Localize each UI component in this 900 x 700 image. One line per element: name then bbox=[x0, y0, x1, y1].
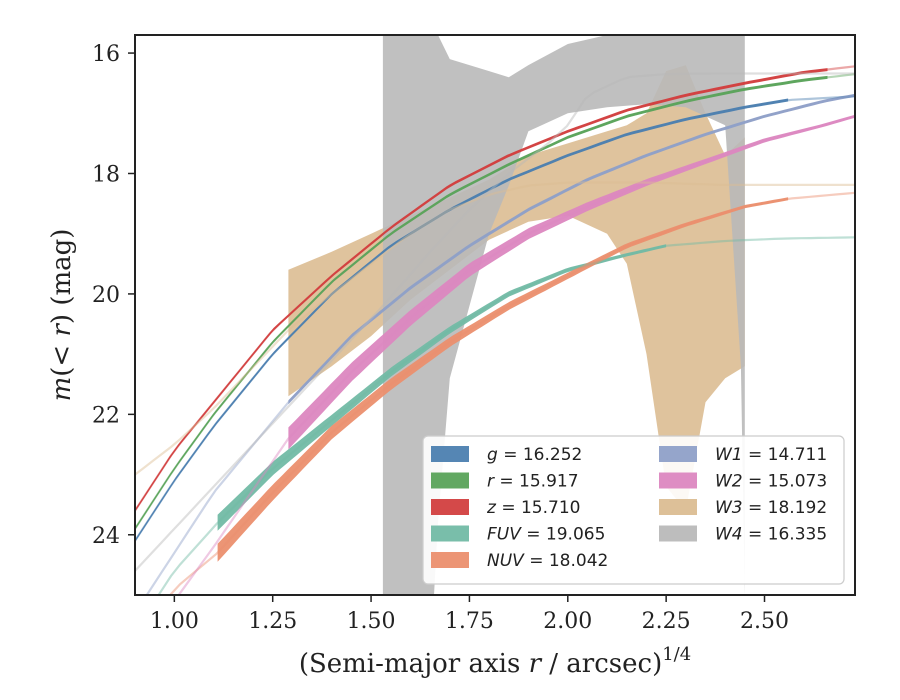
legend-swatch-fuv bbox=[431, 525, 469, 542]
legend-label-w4: W4 = 16.335 bbox=[715, 525, 827, 545]
y-tick-label: 20 bbox=[92, 283, 120, 308]
series-g-model-curve bbox=[135, 95, 855, 542]
band-layer bbox=[288, 35, 745, 595]
x-axis-label: (Semi-major axis r / arcsec)1/4 bbox=[299, 644, 691, 679]
legend-label-g: g = 16.252 bbox=[487, 445, 582, 465]
x-tick-label: 1.75 bbox=[445, 609, 494, 634]
x-tick-label: 1.25 bbox=[248, 609, 297, 634]
y-tick-label: 16 bbox=[92, 42, 120, 67]
legend-label-z: z = 15.710 bbox=[486, 498, 580, 518]
y-axis-label: m(< r) (mag) bbox=[47, 229, 77, 402]
legend-swatch-w1 bbox=[659, 446, 697, 462]
y-axis: 16 18 20 22 24 bbox=[92, 42, 135, 549]
series-layer bbox=[135, 35, 855, 595]
x-tick-label: 2.25 bbox=[642, 609, 691, 634]
legend-swatch-w4 bbox=[659, 525, 697, 542]
legend-label-r: r = 15.917 bbox=[487, 472, 579, 492]
series-w2-model-curve bbox=[177, 115, 855, 595]
plot-frame bbox=[134, 34, 856, 596]
series-fuv-model-curve bbox=[157, 236, 855, 595]
series-nuv-model-curve bbox=[169, 191, 855, 595]
legend-label-w3: W3 = 18.192 bbox=[715, 498, 827, 518]
legend-swatch-z bbox=[431, 499, 469, 515]
y-tick-label: 22 bbox=[92, 403, 120, 428]
legend: g = 16.252 r = 15.917 z = 15.710 FUV = 19.0… bbox=[422, 435, 845, 585]
series-r-model-curve bbox=[135, 73, 855, 530]
x-axis: 1.00 1.25 1.50 1.75 2.00 2.25 2.50 bbox=[150, 595, 789, 634]
legend-label-w1: W1 = 14.711 bbox=[715, 445, 827, 465]
legend-swatch-w2 bbox=[659, 472, 697, 489]
x-tick-label: 1.50 bbox=[347, 609, 396, 634]
legend-swatch-g bbox=[431, 446, 469, 462]
legend-swatch-w3 bbox=[659, 499, 697, 515]
legend-swatch-r bbox=[431, 472, 469, 489]
series-w4-model-curve bbox=[135, 72, 855, 572]
variable-r: r bbox=[529, 649, 543, 679]
series-w3-model-curve bbox=[135, 181, 855, 476]
exponent: 1/4 bbox=[662, 644, 691, 665]
legend-label-w2: W2 = 15.073 bbox=[715, 472, 827, 492]
x-tick-label: 1.00 bbox=[150, 609, 199, 634]
series-w4-band bbox=[382, 35, 745, 595]
y-tick-label: 18 bbox=[92, 162, 120, 187]
line-layer bbox=[135, 65, 855, 595]
series-w3-band bbox=[288, 65, 745, 511]
series-w1-model-curve bbox=[145, 94, 855, 595]
legend-label-fuv: FUV = 19.065 bbox=[487, 525, 605, 545]
series-z-model-curve bbox=[135, 65, 855, 512]
x-tick-label: 2.50 bbox=[740, 609, 789, 634]
y-tick-label: 24 bbox=[92, 524, 120, 549]
legend-swatch-nuv bbox=[431, 552, 469, 568]
x-tick-label: 2.00 bbox=[543, 609, 592, 634]
legend-box bbox=[422, 435, 845, 585]
legend-label-nuv: NUV = 18.042 bbox=[487, 551, 608, 571]
